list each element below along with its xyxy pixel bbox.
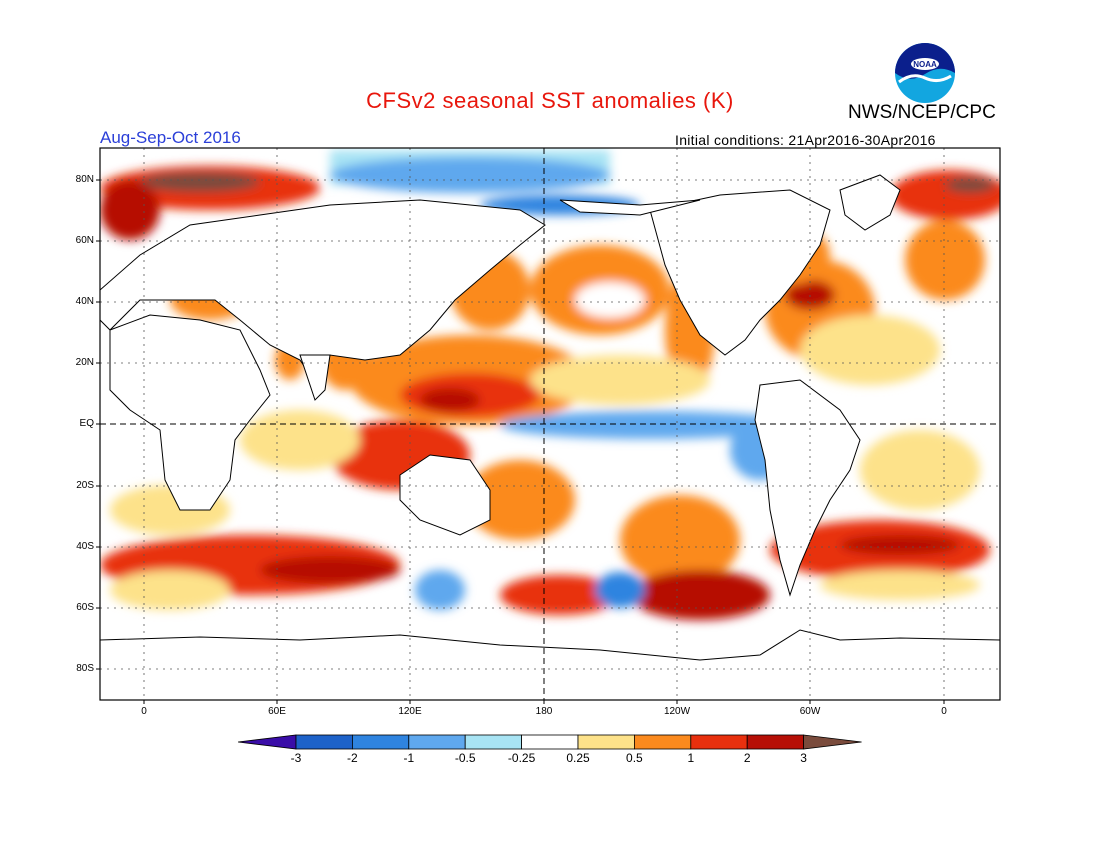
agency-label: NWS/NCEP/CPC (848, 102, 996, 123)
lat-label-80n: 80N (75, 174, 94, 185)
initial-conditions-label: Initial conditions: 21Apr2016-30Apr2016 (675, 132, 936, 148)
continents (100, 174, 1000, 700)
colorbar-segment (633, 734, 692, 750)
colorbar-tick-label: 0.25 (566, 751, 590, 765)
lat-label-40n: 40N (75, 296, 94, 307)
noaa-logo: NOAA (895, 43, 955, 103)
lat-label-40s: 40S (76, 541, 94, 552)
colorbar-segment (408, 734, 466, 750)
gridlines (100, 148, 1000, 700)
colorbar (238, 734, 862, 750)
season-label: Aug-Sep-Oct 2016 (100, 128, 241, 147)
lat-label-80s: 80S (76, 663, 94, 674)
colorbar-segment (690, 734, 748, 750)
lon-label-60w: 60W (799, 706, 821, 717)
map-title: CFSv2 seasonal SST anomalies (K) (366, 88, 734, 113)
colorbar-tick-label: 3 (800, 751, 807, 765)
lon-label-120e: 120E (398, 706, 422, 717)
lat-label-60n: 60N (75, 235, 94, 246)
colorbar-segment (295, 734, 353, 750)
axis-ticks (96, 179, 945, 704)
colorbar-tick-label: -0.5 (454, 751, 476, 765)
colorbar-segment (464, 734, 522, 750)
lon-label-0: 0 (141, 706, 147, 717)
lat-label-60s: 60S (76, 602, 94, 613)
lon-label-60e: 60E (268, 706, 286, 717)
lat-label-20s: 20S (76, 480, 94, 491)
colorbar-segment-high-extreme (803, 734, 862, 750)
colorbar-segment (577, 734, 635, 750)
equator-dateline (100, 148, 1000, 700)
colorbar-tick-label: 1 (687, 751, 695, 765)
lon-label-0-east: 0 (941, 706, 947, 717)
lat-label-eq: EQ (79, 418, 94, 429)
colorbar-segment (746, 734, 805, 750)
colorbar-segment-low-extreme (238, 734, 297, 750)
lon-label-180: 180 (535, 706, 553, 717)
colorbar-tick-label: 2 (743, 751, 751, 765)
colorbar-tick-label: -3 (290, 751, 302, 765)
colorbar-tick-label: -2 (347, 751, 358, 765)
colorbar-segment (352, 734, 410, 750)
colorbar-tick-label: -1 (403, 751, 415, 765)
colorbar-segment (521, 734, 579, 750)
colorbar-tick-label: 0.5 (626, 751, 643, 765)
logo-text: NOAA (913, 60, 937, 69)
lon-label-120w: 120W (663, 706, 691, 717)
colorbar-tick-label: -0.25 (507, 751, 536, 765)
lat-label-20n: 20N (75, 357, 94, 368)
